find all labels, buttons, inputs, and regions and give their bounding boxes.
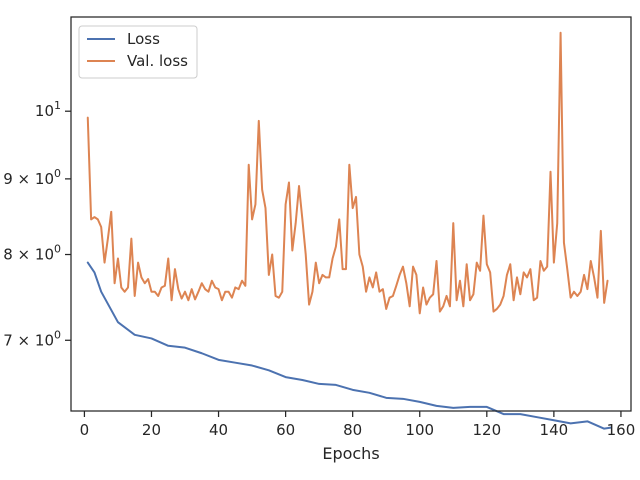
x-tick-label: 20	[142, 421, 161, 439]
x-axis-label: Epochs	[322, 444, 379, 463]
plot-frame	[70, 16, 632, 412]
x-tick-label: 160	[607, 421, 636, 439]
series-line-loss	[86, 261, 612, 430]
y-tick-label: 9 × 100	[3, 167, 61, 188]
x-tick-label: 120	[472, 421, 501, 439]
x-tick-label: 60	[276, 421, 295, 439]
y-tick-label: 8 × 100	[3, 243, 61, 264]
x-tick-label: 140	[540, 421, 569, 439]
series-layer	[86, 31, 612, 430]
legend-label-loss: Loss	[127, 30, 160, 48]
y-tick-label: 101	[35, 99, 61, 120]
series-line-val-loss	[86, 31, 609, 315]
y-tick-label: 7 × 100	[3, 328, 61, 349]
legend: Loss Val. loss	[78, 25, 198, 79]
legend-label-val-loss: Val. loss	[127, 52, 188, 70]
x-tick-label: 40	[209, 421, 228, 439]
x-tick-label: 100	[405, 421, 434, 439]
y-axis: 7 × 100 8 × 100 9 × 100 101	[3, 99, 71, 349]
x-axis: 0 20 40 60 80 100 120 140 160	[80, 411, 636, 439]
x-tick-label: 0	[80, 421, 90, 439]
x-tick-label: 80	[343, 421, 362, 439]
